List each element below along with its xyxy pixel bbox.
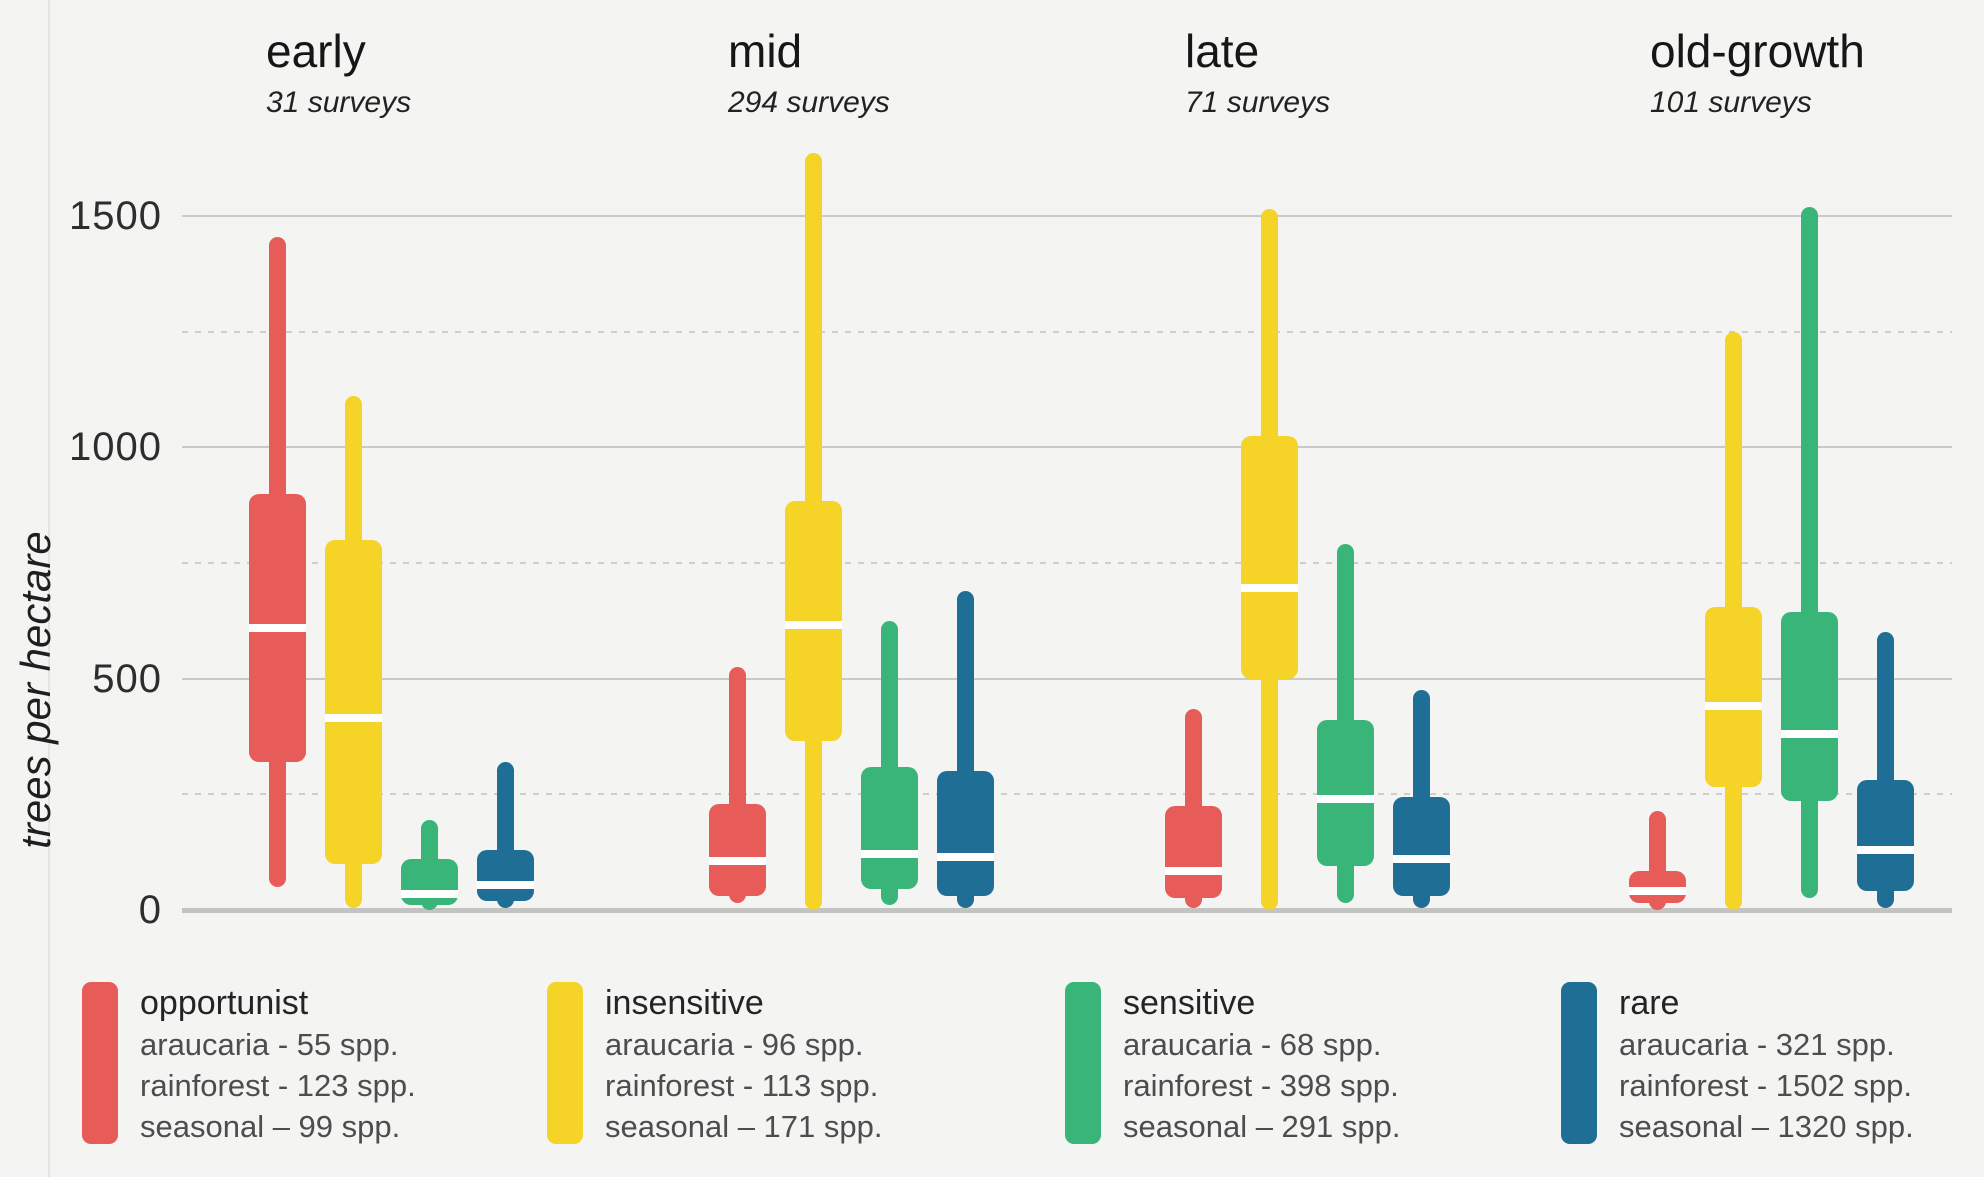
- legend-entry-opportunist-0: araucaria - 55 spp.: [140, 1027, 399, 1062]
- legend-entry-opportunist-2: seasonal – 99 spp.: [140, 1109, 401, 1144]
- legend-entry-insensitive-2: seasonal – 171 spp.: [605, 1109, 883, 1144]
- group-title: late: [1185, 25, 1260, 77]
- panel-edge-line: [48, 0, 50, 1177]
- legend-item-insensitive: insensitive araucaria - 96 spp. rainforest…: [547, 982, 883, 1147]
- legend-entry-opportunist-1: rainforest - 123 spp.: [140, 1068, 416, 1103]
- gridline-minor-1250: [182, 330, 1952, 333]
- box-mid-opportunist: [708, 803, 766, 897]
- group-title: mid: [728, 25, 803, 77]
- group-survey-count: 101 surveys: [1650, 86, 1812, 119]
- legend-text-opportunist: opportunist araucaria - 55 spp. rainforest…: [140, 982, 416, 1147]
- median-late-rare: [1393, 855, 1451, 864]
- group-title: old-growth: [1650, 25, 1865, 77]
- y-tick-label-500: 500: [92, 656, 162, 701]
- legend-item-opportunist: opportunist araucaria - 55 spp. rainforest…: [82, 982, 416, 1147]
- median-old-growth-rare: [1857, 845, 1915, 854]
- median-old-growth-opportunist: [1628, 887, 1686, 896]
- box-old-growth-sensitive: [1781, 611, 1839, 802]
- box-late-sensitive: [1317, 720, 1375, 867]
- group-header-mid: mid 294 surveys: [728, 26, 890, 120]
- group-title: early: [266, 25, 366, 77]
- box-late-insensitive: [1240, 435, 1298, 679]
- legend-title-sensitive: sensitive: [1123, 984, 1256, 1022]
- group-survey-count: 294 surveys: [728, 86, 890, 119]
- legend-item-rare: rare araucaria - 321 spp. rainforest - 150…: [1561, 982, 1914, 1147]
- legend-entry-rare-2: seasonal – 1320 spp.: [1619, 1109, 1914, 1144]
- legend-swatch-insensitive: [547, 982, 583, 1144]
- legend-title-opportunist: opportunist: [140, 984, 309, 1022]
- median-early-opportunist: [248, 623, 306, 632]
- legend-entry-rare-0: araucaria - 321 spp.: [1619, 1027, 1895, 1062]
- box-old-growth-opportunist: [1628, 870, 1686, 904]
- legend-swatch-sensitive: [1065, 982, 1101, 1144]
- legend-entry-rare-1: rainforest - 1502 spp.: [1619, 1068, 1912, 1103]
- box-mid-sensitive: [861, 766, 919, 890]
- legend-text-sensitive: sensitive araucaria - 68 spp. rainforest -…: [1123, 982, 1401, 1147]
- y-axis-title: trees per hectare: [12, 531, 59, 849]
- box-mid-rare: [937, 771, 995, 897]
- legend-title-insensitive: insensitive: [605, 984, 764, 1022]
- median-old-growth-insensitive: [1704, 702, 1762, 711]
- median-mid-rare: [937, 852, 995, 861]
- box-early-insensitive: [324, 539, 382, 864]
- legend-entry-sensitive-1: rainforest - 398 spp.: [1123, 1068, 1399, 1103]
- box-old-growth-rare: [1857, 780, 1915, 892]
- group-survey-count: 31 surveys: [266, 86, 412, 119]
- legend-title-rare: rare: [1619, 984, 1680, 1022]
- group-header-early: early 31 surveys: [266, 26, 411, 120]
- legend-entry-insensitive-1: rainforest - 113 spp.: [605, 1068, 879, 1103]
- median-early-rare: [477, 880, 535, 889]
- gridline-major-1000: [182, 446, 1952, 449]
- legend-item-sensitive: sensitive araucaria - 68 spp. rainforest -…: [1065, 982, 1401, 1147]
- y-tick-label-1500: 1500: [69, 193, 162, 238]
- gridline-major-0: [182, 908, 1952, 913]
- legend-entry-sensitive-0: araucaria - 68 spp.: [1123, 1027, 1382, 1062]
- group-header-late: late 71 surveys: [1185, 26, 1330, 120]
- median-mid-opportunist: [708, 857, 766, 866]
- box-late-opportunist: [1164, 805, 1222, 899]
- box-late-rare: [1393, 796, 1451, 897]
- median-early-insensitive: [324, 713, 382, 722]
- gridline-major-500: [182, 677, 1952, 680]
- box-mid-insensitive: [784, 500, 842, 742]
- gridline-minor-750: [182, 561, 1952, 564]
- legend-entry-sensitive-2: seasonal – 291 spp.: [1123, 1109, 1401, 1144]
- box-early-sensitive: [401, 859, 459, 906]
- y-tick-label-0: 0: [138, 888, 162, 932]
- gridline-minor-250: [182, 793, 1952, 796]
- legend-swatch-opportunist: [82, 982, 118, 1144]
- median-early-sensitive: [401, 889, 459, 898]
- median-late-opportunist: [1164, 866, 1222, 875]
- median-mid-sensitive: [861, 850, 919, 859]
- median-late-sensitive: [1317, 794, 1375, 803]
- y-tick-label-1000: 1000: [69, 425, 162, 470]
- legend-text-rare: rare araucaria - 321 spp. rainforest - 150…: [1619, 982, 1914, 1147]
- legend-swatch-rare: [1561, 982, 1597, 1144]
- box-old-growth-insensitive: [1704, 606, 1762, 788]
- gridline-major-1500: [182, 214, 1952, 217]
- group-survey-count: 71 surveys: [1185, 86, 1331, 119]
- legend-text-insensitive: insensitive araucaria - 96 spp. rainforest…: [605, 982, 883, 1147]
- median-mid-insensitive: [784, 621, 842, 630]
- median-late-insensitive: [1240, 584, 1298, 593]
- box-early-rare: [477, 849, 535, 901]
- median-old-growth-sensitive: [1781, 730, 1839, 739]
- group-header-old-growth: old-growth 101 surveys: [1650, 26, 1865, 120]
- legend-entry-insensitive-0: araucaria - 96 spp.: [605, 1027, 864, 1062]
